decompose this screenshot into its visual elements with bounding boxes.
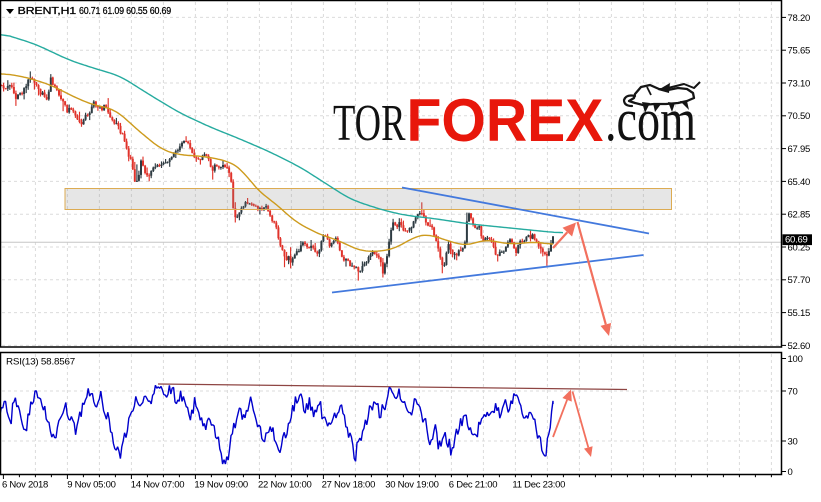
svg-text:60.71 61.09 60.55 60.69: 60.71 61.09 60.55 60.69 (79, 6, 172, 17)
svg-text:11 Dec 23:00: 11 Dec 23:00 (512, 480, 565, 491)
svg-text:6 Nov 2018: 6 Nov 2018 (2, 480, 48, 491)
svg-text:19 Nov 09:00: 19 Nov 09:00 (194, 480, 248, 491)
svg-text:55.15: 55.15 (788, 308, 811, 319)
svg-text:75.65: 75.65 (788, 46, 811, 57)
svg-text:TOR: TOR (333, 94, 406, 152)
svg-text:14 Nov 07:00: 14 Nov 07:00 (131, 480, 185, 491)
svg-text:9 Nov 05:00: 9 Nov 05:00 (67, 480, 115, 491)
svg-text:22 Nov 10:00: 22 Nov 10:00 (258, 480, 312, 491)
svg-text:0: 0 (788, 467, 793, 478)
svg-text:67.95: 67.95 (788, 144, 811, 155)
svg-text:FOREX: FOREX (407, 88, 604, 155)
svg-text:65.40: 65.40 (788, 177, 811, 188)
svg-text:70.50: 70.50 (788, 111, 811, 122)
svg-text:57.70: 57.70 (788, 275, 811, 286)
svg-text:60.25: 60.25 (788, 242, 811, 253)
svg-text:RSI(13) 58.8567: RSI(13) 58.8567 (6, 357, 75, 368)
svg-text:6 Dec 21:00: 6 Dec 21:00 (449, 480, 497, 491)
svg-text:52.60: 52.60 (788, 341, 811, 352)
svg-text:27 Nov 18:00: 27 Nov 18:00 (322, 480, 376, 491)
svg-text:62.85: 62.85 (788, 210, 811, 221)
svg-text:60.69: 60.69 (785, 235, 808, 246)
svg-text:30 Nov 19:00: 30 Nov 19:00 (385, 480, 439, 491)
svg-text:70: 70 (788, 386, 798, 397)
svg-text:100: 100 (788, 354, 803, 365)
svg-text:78.20: 78.20 (788, 13, 811, 24)
svg-text:73.10: 73.10 (788, 78, 811, 89)
svg-text:BRENT,H1: BRENT,H1 (18, 6, 77, 17)
svg-text:30: 30 (788, 436, 798, 447)
